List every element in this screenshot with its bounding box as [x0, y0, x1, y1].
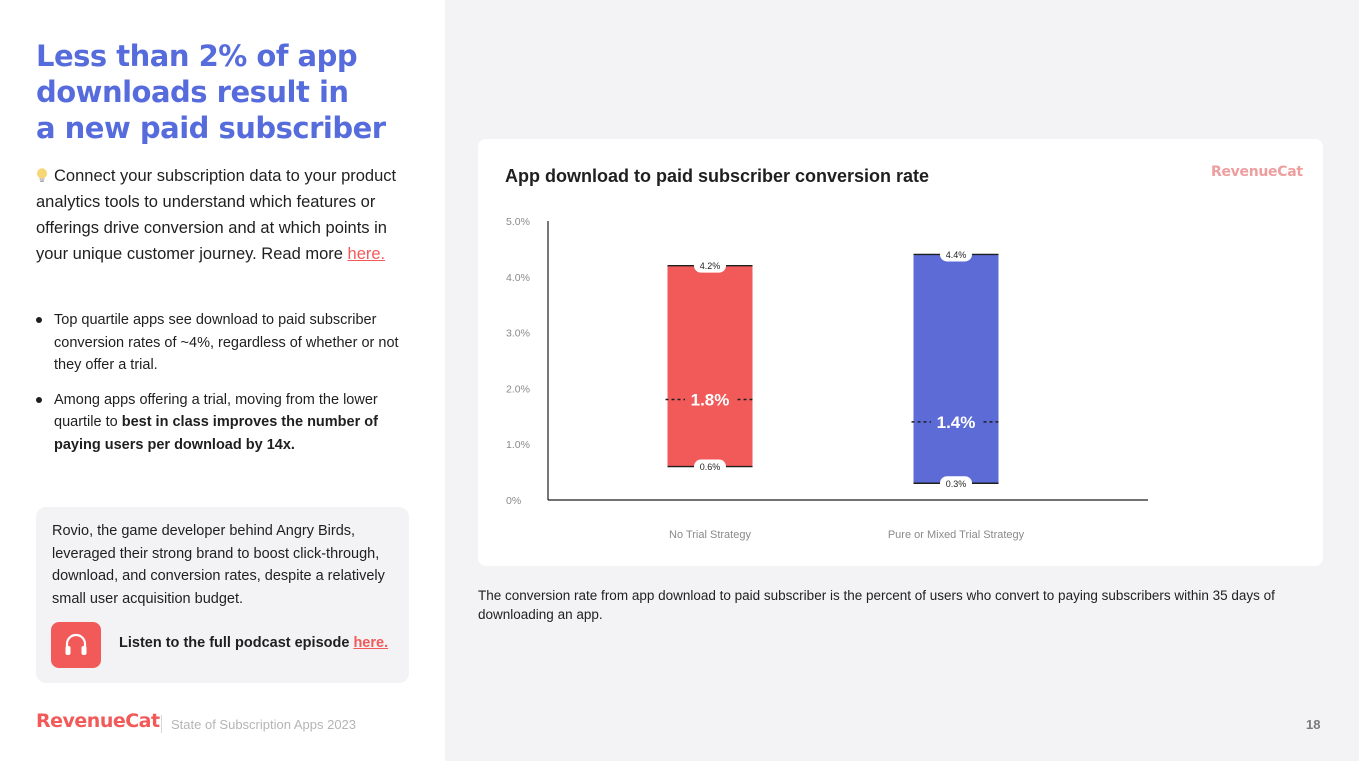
upper-value-label: 4.2%: [700, 261, 721, 271]
title-line-3: a new paid subscriber: [36, 111, 386, 145]
lower-value-label: 0.6%: [700, 462, 721, 472]
median-value-label: 1.8%: [691, 391, 730, 410]
footer-divider: [161, 715, 162, 733]
bullet-1-text: Top quartile apps see download to paid s…: [54, 312, 399, 373]
chart-caption: The conversion rate from app download to…: [478, 588, 1275, 622]
y-tick-label: 1.0%: [506, 439, 530, 451]
y-tick-label: 5.0%: [506, 216, 530, 228]
card-revenuecat-logo: RevenueCat: [1211, 164, 1303, 180]
title-line-2: downloads result in: [36, 75, 349, 109]
callout-text: Rovio, the game developer behind Angry B…: [52, 523, 385, 607]
revenuecat-logo: RevenueCat: [36, 710, 160, 732]
left-panel: Less than 2% of app downloads result in …: [0, 0, 445, 761]
chart-title: App download to paid subscriber conversi…: [505, 166, 930, 186]
key-findings-list: Top quartile apps see download to paid s…: [36, 309, 408, 468]
median-value-label: 1.4%: [937, 413, 976, 432]
bullet-item: Among apps offering a trial, moving from…: [36, 389, 408, 457]
lower-label-pill: [694, 459, 726, 474]
lower-label-pill: [940, 476, 972, 491]
upper-value-label: 4.4%: [946, 250, 967, 260]
upper-label-pill: [694, 258, 726, 273]
x-category-label: No Trial Strategy: [669, 529, 751, 541]
page-number: 18: [1306, 717, 1321, 732]
bullet-2-bold: best in class improves the number of pay…: [54, 414, 378, 453]
title-line-1: Less than 2% of app: [36, 39, 358, 73]
upper-label-pill: [940, 247, 972, 262]
bullet-item: Top quartile apps see download to paid s…: [36, 309, 408, 377]
podcast-label: Listen to the full podcast episode: [119, 635, 354, 651]
y-tick-label: 2.0%: [506, 383, 530, 395]
lightbulb-icon: [36, 165, 48, 182]
read-more-link[interactable]: here.: [347, 245, 386, 263]
lower-value-label: 0.3%: [946, 479, 967, 489]
footer-subtitle: State of Subscription Apps 2023: [171, 717, 357, 732]
y-tick-label: 4.0%: [506, 272, 530, 284]
y-tick-label: 0%: [506, 495, 521, 507]
podcast-text: Listen to the full podcast episode here.: [119, 635, 388, 651]
podcast-callout: Rovio, the game developer behind Angry B…: [36, 507, 409, 683]
bar-range: [913, 254, 999, 484]
page-title: Less than 2% of app downloads result in …: [36, 38, 436, 146]
intro-paragraph: Connect your subscription data to your p…: [36, 163, 408, 267]
podcast-link[interactable]: here.: [353, 635, 389, 651]
x-category-label: Pure or Mixed Trial Strategy: [888, 529, 1025, 541]
bullet-2-text: Among apps offering a trial, moving from…: [54, 391, 378, 431]
intro-text: Connect your subscription data to your p…: [36, 167, 397, 263]
headphones-icon[interactable]: [51, 622, 101, 668]
bar-range: [667, 265, 753, 467]
chart-card: App download to paid subscriber conversi…: [478, 139, 1323, 566]
median-label-bg: [685, 388, 735, 411]
conversion-chart: 0% 1.0% 2.0% 3.0% 4.0% 5.0% 4.2% 0.6% 1.8% No Tri…: [506, 216, 1148, 541]
median-label-bg: [931, 410, 981, 433]
y-tick-label: 3.0%: [506, 328, 530, 340]
